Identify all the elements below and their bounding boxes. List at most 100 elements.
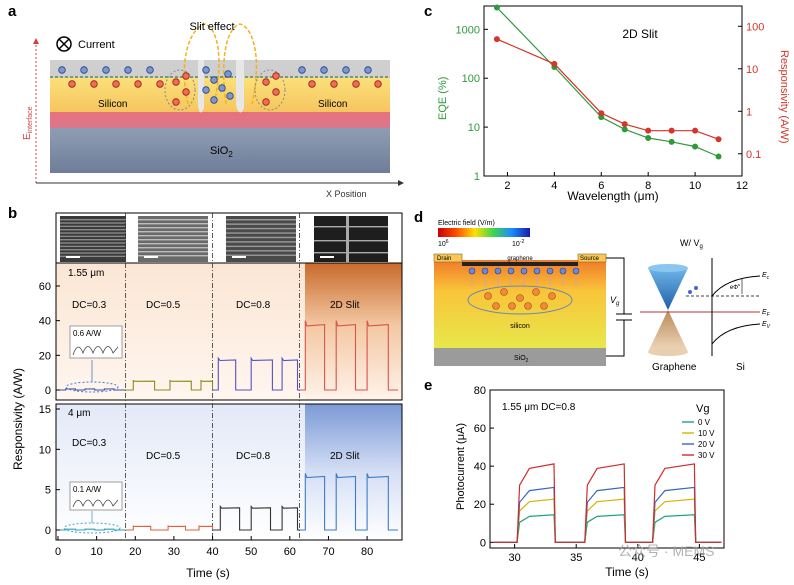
d-carriers: [468, 267, 580, 310]
e-ytick-label: 20: [474, 499, 486, 511]
sio2-substrate: [434, 348, 606, 366]
electron: [298, 66, 306, 74]
e-xtick-label: 30: [509, 552, 521, 564]
panel-c: c 2D Slit 2 4 6 8 10 12 1 10 100 1000 0.1 1 10 100 EQ…: [424, 3, 790, 203]
sem-grating-line: [226, 219, 296, 221]
c-point-eqe: [645, 134, 652, 141]
c-line-eqe: [496, 7, 719, 158]
b-xtick-label: 20: [129, 546, 141, 558]
d-electron: [507, 267, 515, 275]
c-point-responsivity: [621, 121, 628, 128]
c-point-eqe: [493, 4, 500, 11]
e-traces: [493, 463, 722, 543]
top-inset-label: 0.6 A/W: [73, 329, 101, 338]
c-x-label: Wavelength (μm): [567, 189, 658, 203]
slit-electron: [210, 96, 218, 104]
sem-grating-line: [138, 231, 208, 233]
e-trace-10V: [493, 498, 722, 543]
sem-grating-line: [60, 255, 126, 258]
c-right-tick-label: 10: [746, 64, 758, 76]
scale-bar: [232, 256, 246, 258]
hole: [112, 80, 120, 88]
c-point-responsivity: [551, 60, 558, 67]
x-arrowhead: [398, 180, 404, 186]
trace-dc-0-5: [125, 525, 214, 531]
drain-label: Drain: [437, 256, 451, 262]
c-point-eqe: [715, 153, 722, 160]
hole: [308, 80, 316, 88]
trace-dc-0-8: [212, 356, 300, 391]
c-point-responsivity: [668, 127, 675, 134]
sem-grating-line: [226, 254, 296, 256]
c-xtick-label: 8: [645, 180, 651, 192]
e-trace-0V: [493, 514, 722, 543]
sem-images: [60, 216, 388, 262]
c-point-responsivity: [493, 36, 500, 43]
d-electron: [481, 267, 489, 275]
e-trace-30V: [493, 463, 722, 543]
field-title: Electric field (V/m): [438, 220, 495, 227]
interface-layer: [50, 112, 390, 128]
sem-grating-line: [60, 245, 126, 248]
sem-grating-line: [138, 255, 208, 257]
d-hole: [516, 294, 524, 302]
c-frame: [483, 5, 743, 177]
valence-band: [711, 323, 761, 345]
e-ytick-label: 60: [474, 423, 486, 435]
watermark: 公众号 · MEMS: [618, 543, 714, 559]
electron: [58, 66, 66, 74]
hole: [134, 80, 142, 88]
c-point-responsivity: [692, 127, 699, 134]
sem-grating-line: [138, 235, 208, 237]
sem-grating-line: [60, 242, 126, 244]
b-xtick-label: 30: [168, 546, 180, 558]
field-lobe-right: [222, 23, 258, 105]
d-depletion-ring: [467, 285, 573, 315]
e-annotation: 1.55 μm DC=0.8: [502, 402, 576, 413]
ef-label: EF: [762, 309, 771, 318]
slit-hole: [172, 78, 180, 86]
panel-d: d Electric field (V/m) 106 10-2 Drain So…: [414, 209, 771, 373]
sem-grating-line: [138, 227, 208, 229]
d-electron: [533, 267, 541, 275]
sem-grating-line: [138, 243, 208, 245]
bottom-traces: [58, 473, 398, 531]
hole: [68, 80, 76, 88]
bottom-seg-3: DC=0.8: [236, 451, 271, 462]
trace-dc-0-5: [125, 379, 214, 391]
c-point-eqe: [692, 143, 699, 150]
scale-bar: [144, 256, 158, 258]
trace-dc-0-3: [58, 528, 126, 531]
sem-slit-line: [346, 216, 349, 262]
sem-grating-line: [60, 232, 126, 234]
carriers: [58, 66, 382, 106]
c-point-responsivity: [715, 136, 722, 143]
gate-circuit: [606, 257, 632, 357]
drain-contact: [433, 253, 463, 263]
graphene-label-top: graphene: [507, 256, 533, 262]
bottom-inset: 0.1 A/W: [63, 481, 123, 534]
b-xtick-label: 80: [361, 546, 373, 558]
y-axis-label: Einterface: [22, 106, 34, 140]
electron: [80, 66, 88, 74]
c-xtick-label: 12: [736, 180, 748, 192]
vg-label: Vg: [610, 295, 620, 307]
b-ticks: 0 20 40 60 0 5 10 15 0 10 20 30 40 50 60 70 80: [39, 281, 373, 558]
sem-grating-line: [138, 223, 208, 225]
phi-label: eΦs: [730, 282, 740, 291]
c-left-label: EQE (%): [437, 77, 449, 120]
e-y-label: Photocurrent (μA): [455, 423, 467, 510]
e-legend-label: 30 V: [698, 451, 715, 460]
c-point-eqe: [668, 138, 675, 145]
c-point-eqe: [621, 126, 628, 133]
slit-left: [198, 60, 204, 113]
hole: [352, 80, 360, 88]
silicon-right-label: Silicon: [318, 99, 347, 110]
slit-electron: [218, 84, 226, 92]
sem-grating-line: [138, 239, 208, 241]
scale-bar: [66, 256, 80, 258]
sem-grating-line: [226, 232, 296, 234]
top-plot-frame: [55, 262, 403, 401]
top-seg-4: 2D Slit: [330, 300, 360, 311]
sio2-label: SiO2: [514, 355, 529, 364]
